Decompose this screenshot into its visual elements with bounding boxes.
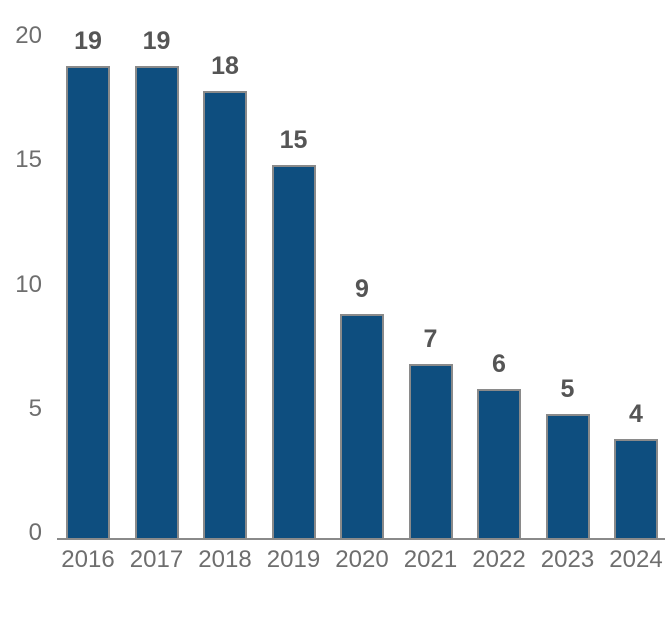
bar-2019 (271, 165, 316, 538)
y-axis-tick-label: 0 (28, 519, 42, 546)
x-axis-tick-label: 2020 (335, 546, 389, 573)
y-axis-tick-label: 15 (15, 146, 42, 174)
bar-2018 (203, 90, 247, 538)
bar-value-label: 19 (74, 26, 102, 55)
bar-value-label: 9 (355, 275, 369, 304)
x-axis-tick-label: 2018 (198, 546, 252, 573)
bar-value-label: 4 (629, 399, 643, 428)
x-axis-line (57, 538, 665, 540)
y-axis-tick-label: 10 (15, 270, 42, 298)
bar-2017 (134, 65, 179, 538)
bar-value-label: 19 (142, 26, 171, 55)
bar-2024 (614, 438, 658, 538)
bar-2022 (477, 388, 521, 538)
x-axis-tick-label: 2017 (129, 546, 184, 573)
bar-value-label: 6 (492, 349, 506, 378)
bar-2023 (545, 413, 590, 538)
bar-2021 (408, 364, 453, 538)
x-axis-tick-label: 2021 (403, 546, 458, 573)
bar-2020 (340, 314, 384, 538)
bar-2016 (66, 65, 110, 538)
y-axis-tick-label: 20 (15, 22, 42, 49)
bar-value-label: 5 (560, 374, 575, 403)
bar-value-label: 18 (211, 51, 239, 80)
bar-value-label: 7 (423, 325, 438, 354)
x-axis-tick-label: 2016 (61, 546, 115, 573)
x-axis-tick-label: 2023 (540, 546, 595, 573)
bar-value-label: 15 (279, 126, 308, 155)
x-axis-tick-label: 2019 (266, 546, 321, 573)
x-axis-tick-label: 2022 (472, 546, 526, 573)
y-axis-tick-label: 5 (28, 394, 42, 422)
x-axis-tick-label: 2024 (609, 546, 663, 573)
